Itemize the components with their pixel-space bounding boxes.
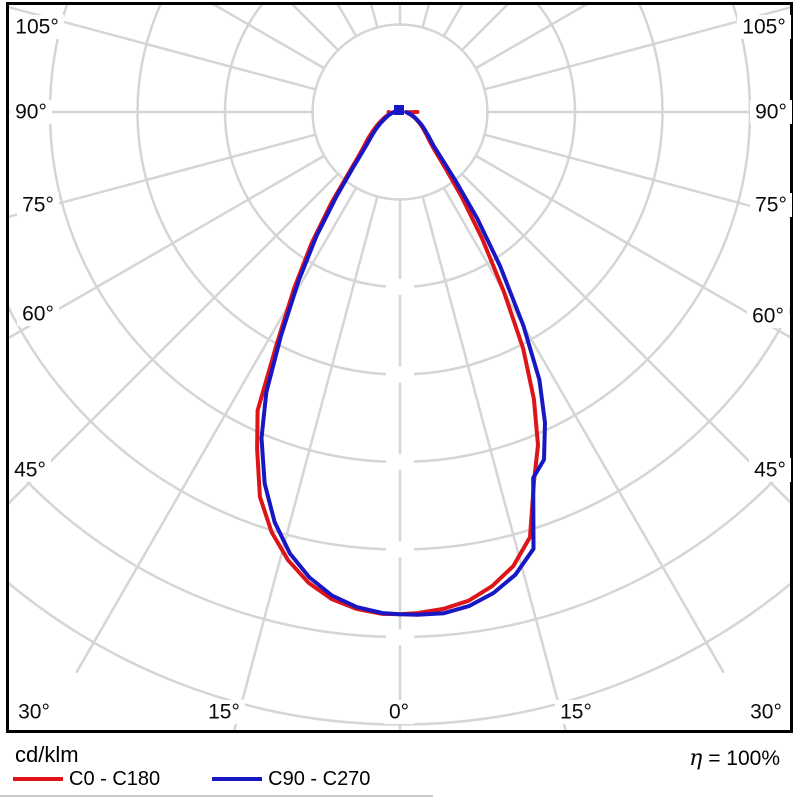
curve-c90-c270 [259,110,547,617]
angle-tick-label: 15° [208,701,240,724]
axis-value-boxes [386,279,414,645]
angle-tick-label: 0° [389,701,409,724]
angle-tick-label: 60° [22,303,54,326]
angle-tick-label: 105° [15,16,58,39]
angle-label-bg [555,700,597,724]
angle-tick-label: 60° [752,305,784,328]
bottom-divider [0,795,433,797]
polar-intensity-chart: 105° 90° 75° 60° 45° 30° 15° 0° 15° 30° 45° 60° 75° 9… [6,2,793,733]
angle-label-bg [13,700,55,724]
angle-label-bg [10,15,64,39]
efficiency-label: η = 100% [689,746,780,771]
eta-value: = 100% [708,747,780,770]
angle-label-bg [750,100,792,124]
angle-label-bg [17,193,59,217]
angle-tick-label: 15° [560,701,592,724]
grid-spoke [9,172,340,505]
legend-swatch-c0-c180 [13,777,63,781]
plot-border [6,2,793,733]
legend-swatch-c90-c270 [212,777,263,781]
angle-label-bg [17,302,59,326]
legend-label-c90-c270: C90 - C270 [268,767,371,790]
grid-spoke [75,187,358,674]
angle-tick-label: 75° [22,194,54,217]
legend-label-c0-c180: C0 - C180 [69,767,161,790]
angle-tick-label: 90° [755,101,787,124]
axis-value-box [386,454,414,470]
angle-label-bg [750,193,792,217]
grid-spoke [421,196,567,730]
angle-label-bg [745,700,787,724]
angle-label-bg [747,304,789,328]
angle-label-bg [9,458,51,482]
grid-spoke [212,5,325,70]
axis-value-box [386,279,414,295]
angle-tick-label: 90° [15,101,47,124]
unit-label: cd/klm [15,742,79,767]
angle-label-bg [749,458,791,482]
angle-tick-label: 45° [754,459,786,482]
curve-apex-marker [394,105,404,115]
grid-spoke [442,187,725,674]
axis-value-box [386,629,414,645]
angle-tick-label: 75° [755,194,787,217]
angle-label-bg [203,700,245,724]
grid-spoke [233,196,379,730]
angle-tick-label: 30° [18,701,50,724]
angle-tick-label: 105° [742,16,785,39]
angle-tick-label: 45° [14,459,46,482]
legend: C0 - C180 C90 - C270 [13,768,422,790]
grid-spoke [9,154,325,340]
intensity-curves [255,105,547,617]
eta-symbol: η [689,746,703,771]
angle-label-bg [737,15,791,39]
angle-tick-label: 30° [750,701,782,724]
angle-label-bg [10,100,52,124]
grid-spoke [475,5,588,70]
grid-spoke [475,154,790,339]
angle-tick-labels: 105° 90° 75° 60° 45° 30° 15° 0° 15° 30° 45° 60° 75° 9… [9,15,792,724]
axis-value-box [386,366,414,383]
axis-value-box [386,541,414,558]
grid-spoke [460,172,790,504]
angle-label-bg [384,700,414,724]
